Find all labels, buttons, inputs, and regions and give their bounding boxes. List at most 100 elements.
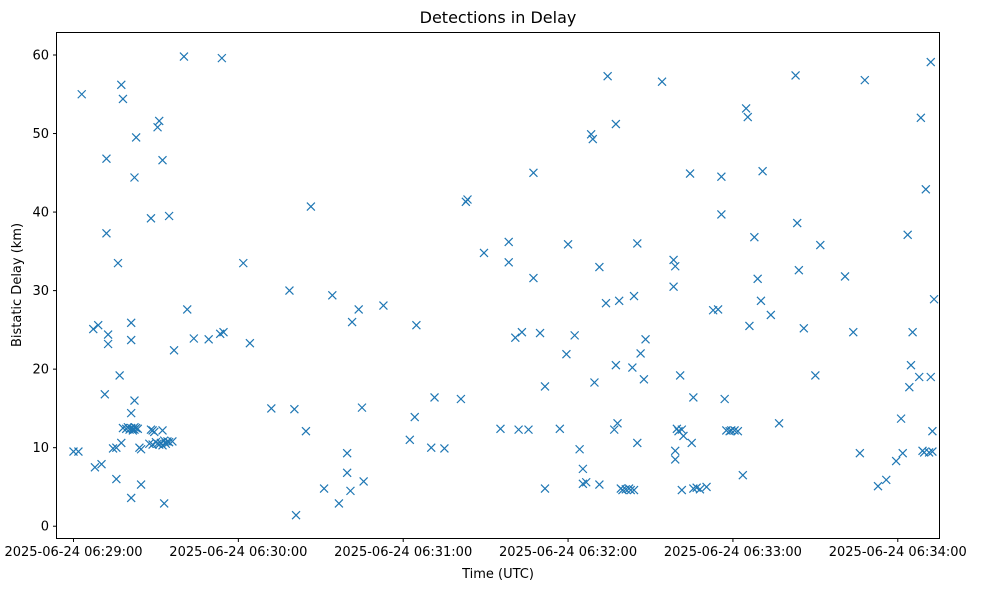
data-point-x-marker bbox=[504, 257, 514, 267]
data-point-x-marker bbox=[126, 408, 136, 418]
data-point-x-marker bbox=[74, 447, 83, 457]
y-axis-ticks: 0 10 20 30 40 50 60 bbox=[32, 48, 57, 535]
data-point-x-marker bbox=[116, 80, 126, 90]
data-point-x-marker bbox=[131, 133, 141, 142]
data-point-x-marker bbox=[113, 258, 123, 268]
data-point-x-marker bbox=[426, 443, 436, 453]
data-point-x-marker bbox=[479, 248, 489, 258]
data-point-x-marker bbox=[860, 75, 870, 85]
data-point-x-marker bbox=[97, 459, 106, 469]
y-tick-label: 30 bbox=[32, 284, 49, 299]
data-point-x-marker bbox=[575, 444, 585, 454]
data-point-x-marker bbox=[126, 318, 136, 328]
data-point-x-marker bbox=[111, 474, 121, 484]
x-tick-label: 2025-06-24 06:29:00 bbox=[4, 545, 142, 560]
data-point-x-marker bbox=[926, 372, 936, 382]
x-axis-ticks: 2025-06-24 06:29:00 2025-06-24 06:30:00 20… bbox=[4, 538, 967, 560]
data-point-x-marker bbox=[342, 468, 352, 478]
data-point-x-marker bbox=[90, 462, 100, 472]
data-point-x-marker bbox=[626, 485, 636, 495]
data-point-x-marker bbox=[636, 349, 646, 358]
data-point-x-marker bbox=[153, 439, 162, 449]
data-point-x-marker bbox=[306, 202, 316, 211]
data-point-x-marker bbox=[670, 446, 680, 456]
data-point-x-marker bbox=[136, 480, 146, 490]
data-point-x-marker bbox=[570, 330, 580, 340]
data-point-x-marker bbox=[115, 371, 125, 380]
data-point-x-marker bbox=[891, 456, 901, 466]
data-point-x-marker bbox=[179, 52, 189, 61]
data-point-x-marker bbox=[164, 437, 174, 447]
data-point-x-marker bbox=[926, 57, 936, 67]
x-tick-label: 2025-06-24 06:34:00 bbox=[829, 545, 967, 560]
data-point-x-marker bbox=[430, 392, 439, 402]
x-tick-label: 2025-06-24 06:32:00 bbox=[499, 545, 637, 560]
data-point-x-marker bbox=[535, 328, 545, 338]
data-point-x-marker bbox=[687, 438, 697, 448]
y-tick-label: 20 bbox=[32, 363, 49, 378]
data-point-x-marker bbox=[561, 349, 571, 359]
data-point-x-marker bbox=[334, 499, 344, 508]
data-point-x-marker bbox=[496, 424, 505, 434]
data-point-x-marker bbox=[158, 155, 167, 165]
data-point-x-marker bbox=[657, 77, 667, 87]
data-point-x-marker bbox=[463, 195, 472, 204]
data-point-x-marker bbox=[189, 334, 199, 343]
data-point-x-marker bbox=[238, 258, 248, 268]
data-point-x-marker bbox=[88, 324, 98, 334]
y-tick-label: 40 bbox=[32, 206, 49, 221]
data-point-x-marker bbox=[319, 484, 329, 493]
data-point-x-marker bbox=[632, 239, 642, 248]
data-point-x-marker bbox=[601, 298, 611, 308]
data-point-x-marker bbox=[716, 172, 726, 182]
data-point-x-marker bbox=[743, 112, 753, 122]
data-point-x-marker bbox=[219, 327, 228, 337]
data-point-x-marker bbox=[641, 334, 650, 344]
data-point-x-marker bbox=[848, 327, 858, 337]
data-point-x-marker bbox=[738, 470, 748, 480]
y-tick-label: 10 bbox=[32, 441, 49, 456]
data-point-x-marker bbox=[810, 371, 820, 380]
data-point-x-marker bbox=[588, 134, 598, 144]
data-point-x-marker bbox=[594, 262, 604, 272]
data-point-x-marker bbox=[603, 71, 613, 81]
data-point-x-marker bbox=[378, 301, 388, 310]
data-point-x-marker bbox=[774, 418, 784, 428]
data-point-x-marker bbox=[102, 228, 111, 238]
data-point-x-marker bbox=[756, 296, 766, 306]
data-point-x-marker bbox=[204, 334, 214, 344]
data-point-x-marker bbox=[108, 444, 118, 453]
data-point-x-marker bbox=[126, 493, 136, 503]
data-point-x-marker bbox=[456, 394, 466, 404]
data-point-x-marker bbox=[103, 339, 113, 349]
x-axis-label: Time (UTC) bbox=[461, 567, 534, 582]
data-point-x-marker bbox=[529, 273, 538, 283]
data-point-x-marker bbox=[903, 230, 913, 240]
data-point-x-marker bbox=[126, 335, 136, 345]
data-point-x-marker bbox=[517, 327, 527, 337]
data-point-x-marker bbox=[794, 265, 804, 275]
data-points bbox=[69, 52, 939, 520]
data-point-x-marker bbox=[167, 436, 177, 446]
data-point-x-marker bbox=[613, 418, 622, 428]
data-point-x-marker bbox=[164, 211, 174, 221]
data-point-x-marker bbox=[555, 424, 565, 434]
data-point-x-marker bbox=[346, 486, 355, 496]
data-point-x-marker bbox=[524, 425, 533, 435]
data-point-x-marker bbox=[730, 425, 739, 435]
data-point-x-marker bbox=[439, 444, 449, 453]
data-point-x-marker bbox=[898, 448, 908, 458]
data-point-x-marker bbox=[792, 218, 802, 228]
data-point-x-marker bbox=[342, 448, 352, 458]
data-point-x-marker bbox=[217, 53, 227, 63]
data-point-x-marker bbox=[357, 403, 367, 413]
data-point-x-marker bbox=[154, 116, 164, 126]
data-point-x-marker bbox=[245, 338, 255, 348]
data-point-x-marker bbox=[354, 305, 364, 314]
data-point-x-marker bbox=[266, 403, 276, 413]
plot-frame bbox=[56, 32, 940, 539]
data-point-x-marker bbox=[102, 154, 111, 164]
data-point-x-marker bbox=[158, 425, 167, 435]
